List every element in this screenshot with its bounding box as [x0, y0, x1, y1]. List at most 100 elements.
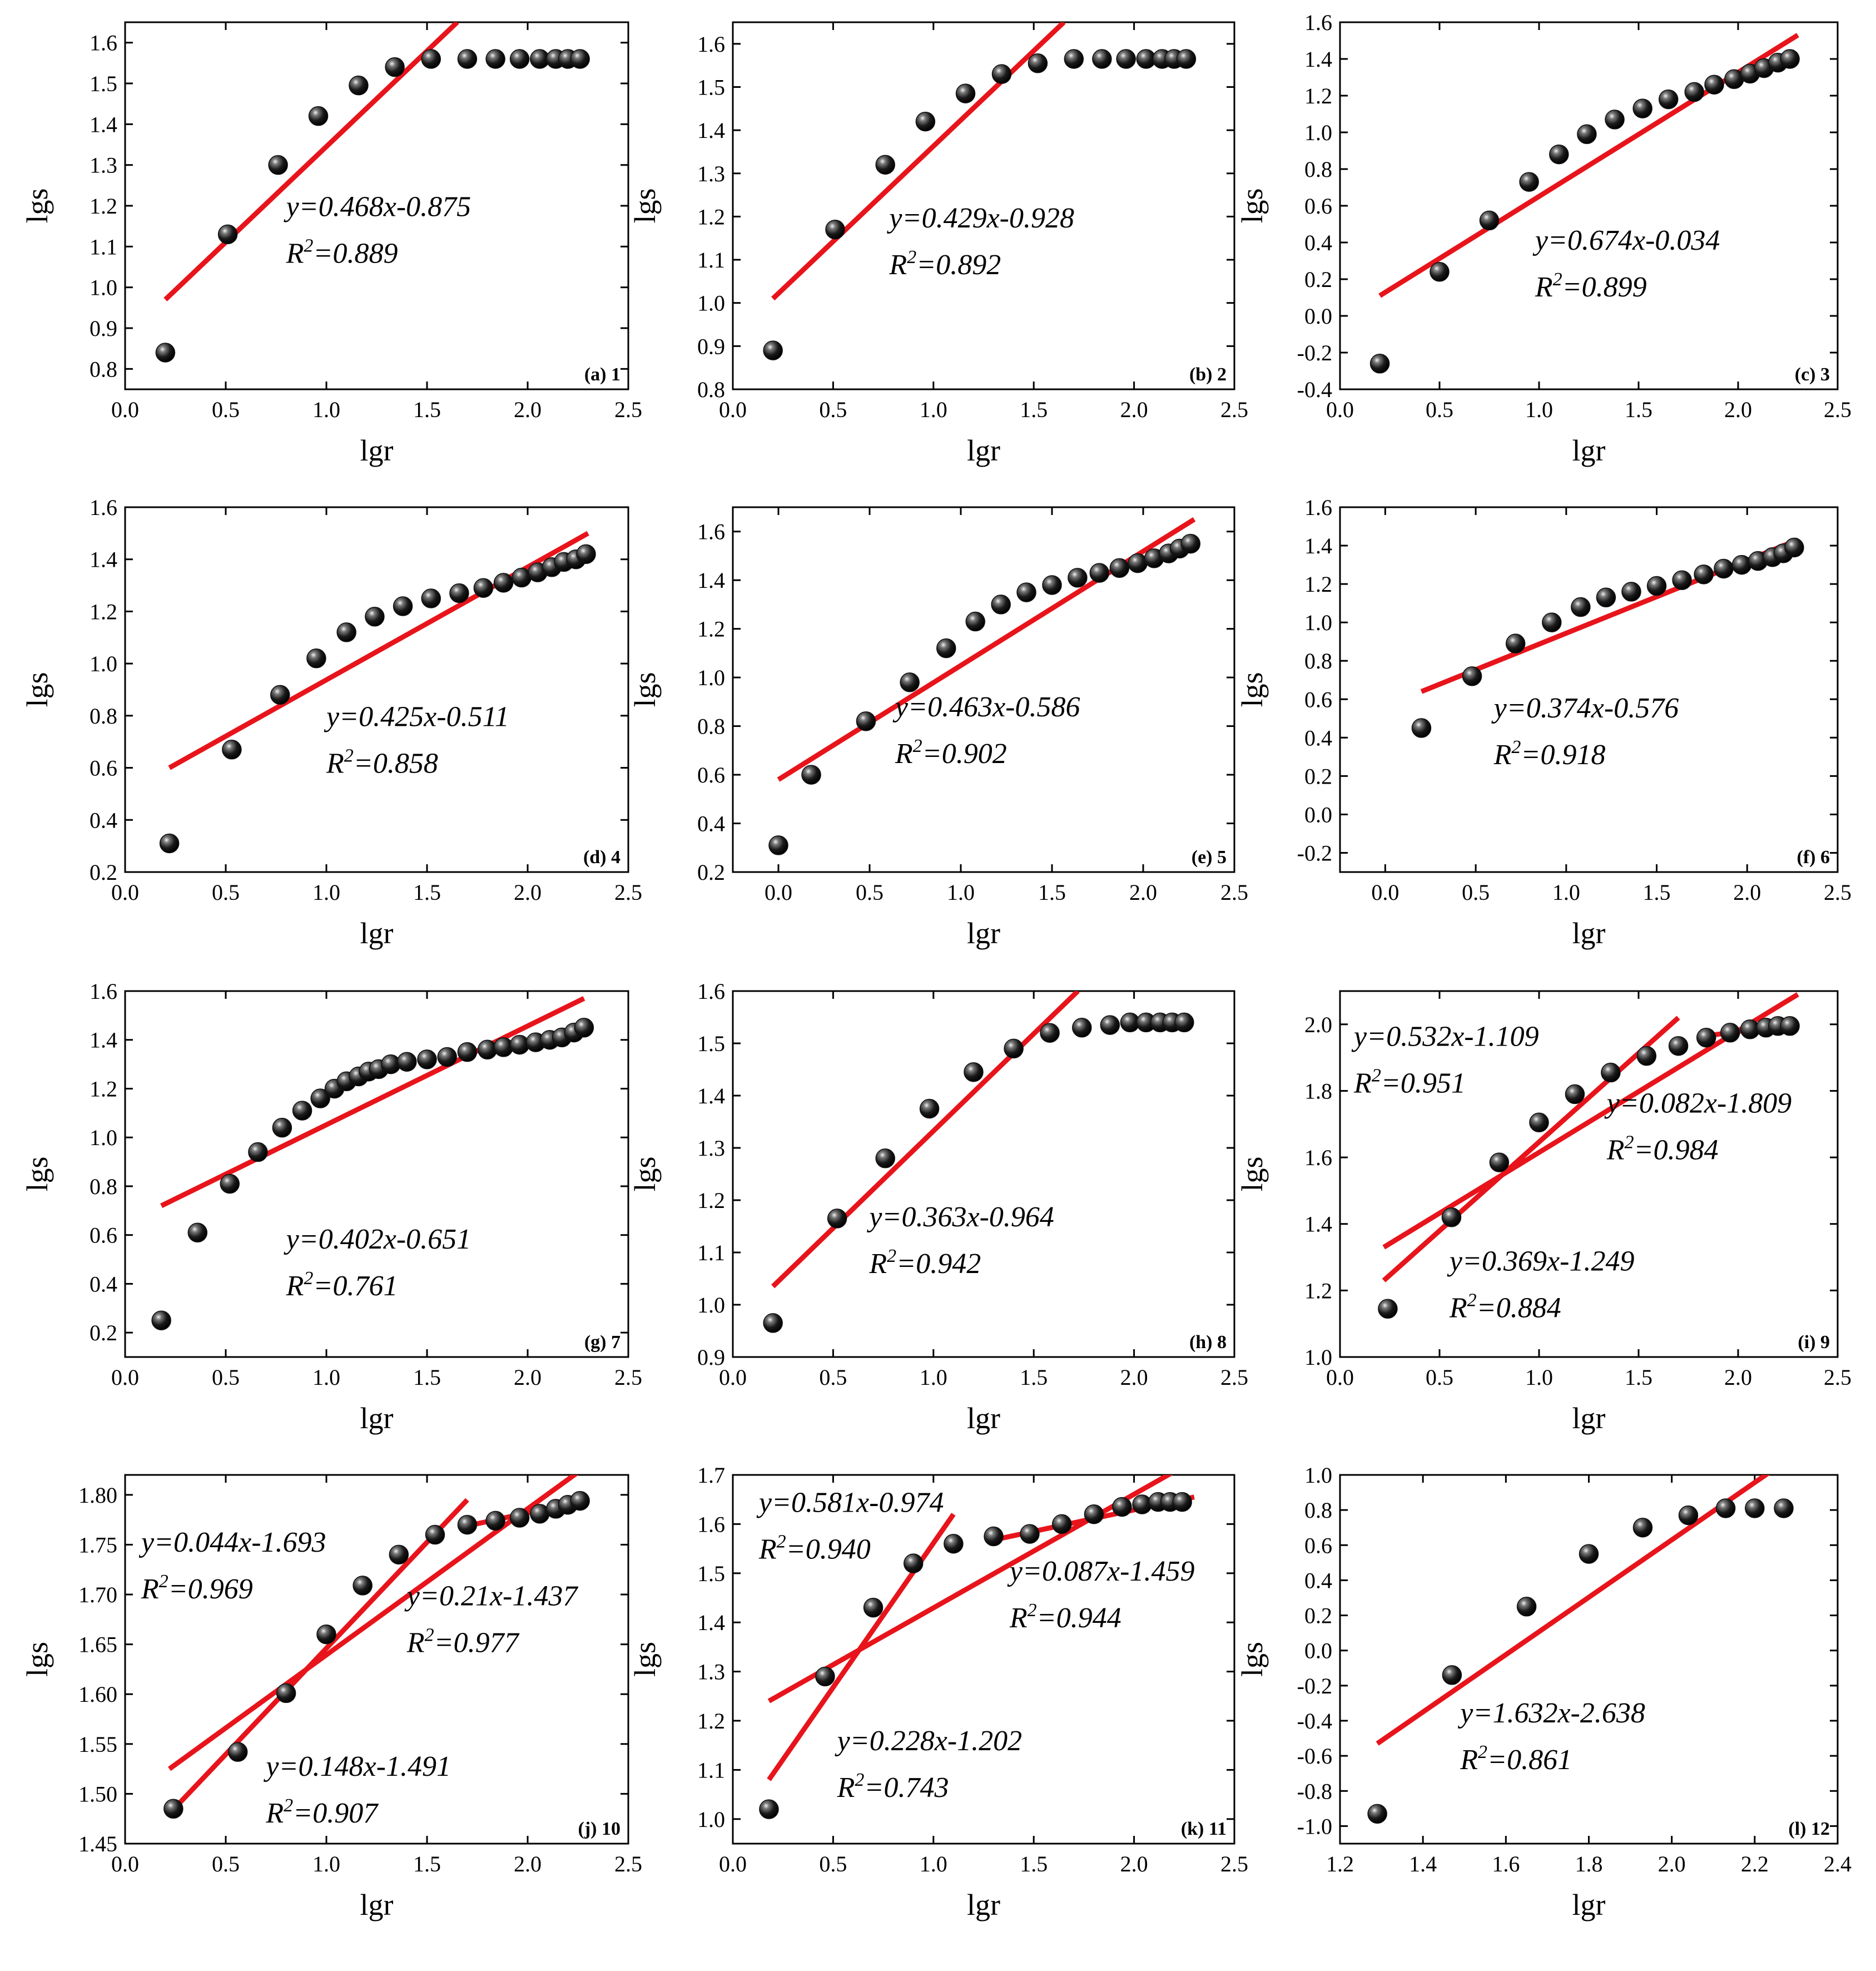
y-tick-label: 1.0 — [90, 275, 117, 300]
y-tick-label: 1.0 — [1304, 1463, 1332, 1488]
fit-r-squared: R2=0.907 — [265, 1795, 379, 1829]
chart-panel: 1.2 1.4 1.6 1.8 2.0 2.2 2.4 -1.0 -0.8 -0.6 -0.4 -0.… — [1235, 1463, 1852, 1922]
data-point — [220, 1173, 240, 1194]
chart-panel: 0.0 0.5 1.0 1.5 2.0 2.5 0.9 1.0 1.1 1.2 1.3 1.4 1.5 1… — [628, 979, 1248, 1435]
x-tick-label: 0.5 — [212, 397, 240, 422]
x-tick-label: 0.0 — [111, 880, 139, 905]
x-axis-label: lgr — [967, 434, 1000, 467]
x-axis-label: lgr — [967, 1888, 1000, 1922]
x-tick-label: 2.0 — [514, 1851, 542, 1876]
y-tick-label: 0.9 — [697, 1345, 725, 1370]
y-tick-label: 0.4 — [90, 1271, 117, 1296]
y-tick-label: 0.2 — [1304, 764, 1332, 789]
y-tick-label: 1.0 — [697, 665, 725, 690]
chart-panel: 0.0 0.5 1.0 1.5 2.0 2.5 1.0 1.2 1.4 1.6 1.8 2.0 lgr l… — [1235, 990, 1852, 1435]
data-point — [1780, 49, 1800, 69]
y-axis-label: lgs — [1235, 1156, 1269, 1191]
data-point — [1479, 210, 1500, 231]
data-point — [1116, 49, 1136, 69]
y-tick-label: 0.6 — [1304, 194, 1332, 219]
chart-panel: 0.0 0.5 1.0 1.5 2.0 2.5 -0.2 0.0 0.2 0.4 0.6 0.8 1.0… — [1235, 495, 1852, 950]
panel-label: (a) 1 — [584, 364, 621, 385]
chart-panel: 0.0 0.5 1.0 1.5 2.0 2.5 0.2 0.4 0.6 0.8 1.0 1.2 1.4 1… — [21, 495, 642, 950]
fit-r-squared: R2=0.892 — [889, 247, 1001, 281]
x-tick-label: 1.5 — [413, 880, 441, 905]
plot-frame — [124, 1474, 629, 1845]
data-point — [1441, 1207, 1462, 1227]
data-point — [574, 1018, 594, 1038]
y-tick-label: 1.8 — [1304, 1078, 1332, 1103]
y-tick-label: 0.2 — [90, 1320, 117, 1345]
data-point — [1678, 1505, 1699, 1526]
x-tick-label: 1.5 — [1020, 1365, 1048, 1390]
data-point — [1378, 1299, 1398, 1319]
y-tick-label: 0.0 — [1304, 1638, 1332, 1663]
y-tick-label: 0.4 — [1304, 725, 1332, 750]
x-tick-label: 0.5 — [1426, 397, 1453, 422]
y-tick-label: 1.75 — [78, 1532, 117, 1557]
y-tick-label: 1.4 — [90, 1028, 117, 1053]
data-point — [1112, 1497, 1132, 1517]
data-point — [421, 588, 441, 608]
plot-frame — [732, 990, 1235, 1358]
data-point — [1516, 1597, 1537, 1617]
fit-r-squared: R2=0.942 — [868, 1246, 981, 1280]
data-point — [1684, 82, 1704, 102]
fit-equation: y=0.087x-1.459 — [1007, 1556, 1195, 1587]
data-point — [1040, 1023, 1060, 1043]
data-point — [1042, 575, 1062, 595]
x-tick-label: 2.5 — [1824, 397, 1852, 422]
fit-lines — [771, 22, 1066, 301]
x-axis-label: lgr — [967, 917, 1000, 950]
data-point — [425, 1524, 445, 1545]
x-axis-label: lgr — [360, 1402, 394, 1435]
y-tick-label: 0.8 — [1304, 648, 1332, 673]
fit-equation: y=0.369x-1.249 — [1447, 1245, 1635, 1277]
x-tick-label: 0.0 — [111, 1851, 139, 1876]
y-tick-label: -0.2 — [1297, 340, 1332, 365]
x-tick-label: 1.2 — [1326, 1851, 1354, 1876]
fit-line — [771, 22, 1066, 301]
data-point — [570, 49, 590, 69]
fit-equation: y=0.363x-0.964 — [866, 1201, 1054, 1233]
y-tick-label: 1.4 — [1304, 47, 1332, 72]
x-axis-label: lgr — [360, 434, 394, 467]
x-tick-label: 1.5 — [1643, 880, 1671, 905]
y-tick-label: 1.4 — [90, 112, 117, 137]
x-tick-label: 2.0 — [514, 880, 542, 905]
data-point — [875, 155, 895, 175]
data-point — [222, 740, 242, 760]
x-tick-label: 0.5 — [819, 1851, 847, 1876]
x-tick-label: 1.0 — [1525, 397, 1553, 422]
fit-line — [163, 22, 459, 301]
data-point — [1028, 53, 1048, 73]
y-tick-label: 1.6 — [697, 32, 725, 57]
y-tick-label: -0.2 — [1297, 1673, 1332, 1698]
panel-label: (l) 12 — [1788, 1819, 1830, 1839]
data-point — [801, 765, 821, 785]
data-point — [1577, 124, 1597, 145]
data-point — [1745, 1498, 1765, 1518]
x-tick-label: 2.0 — [1129, 880, 1157, 905]
chart-panel: 0.0 0.5 1.0 1.5 2.0 2.5 -0.4 -0.2 0.0 0.2 0.4 0.6 0.… — [1235, 10, 1852, 467]
data-point — [815, 1666, 835, 1687]
data-point — [1672, 570, 1692, 590]
y-tick-label: 1.2 — [90, 599, 117, 624]
y-tick-label: 1.2 — [90, 1076, 117, 1101]
data-point — [944, 1534, 964, 1554]
x-tick-label: 0.0 — [1371, 880, 1399, 905]
data-point — [1092, 49, 1112, 69]
y-tick-label: 1.4 — [1304, 533, 1332, 558]
y-tick-label: 0.6 — [697, 762, 725, 788]
y-axis-label: lgs — [21, 188, 54, 223]
x-tick-label: 0.5 — [212, 1365, 240, 1390]
y-tick-label: 1.6 — [90, 979, 117, 1004]
data-point — [310, 1088, 330, 1108]
x-tick-label: 0.0 — [719, 1365, 747, 1390]
x-tick-label: 0.5 — [856, 880, 884, 905]
y-tick-label: 1.1 — [697, 1240, 725, 1265]
y-tick-label: 1.7 — [697, 1463, 725, 1488]
x-tick-label: 1.0 — [920, 1365, 947, 1390]
data-point — [421, 49, 441, 69]
y-tick-label: -0.4 — [1297, 1708, 1332, 1734]
